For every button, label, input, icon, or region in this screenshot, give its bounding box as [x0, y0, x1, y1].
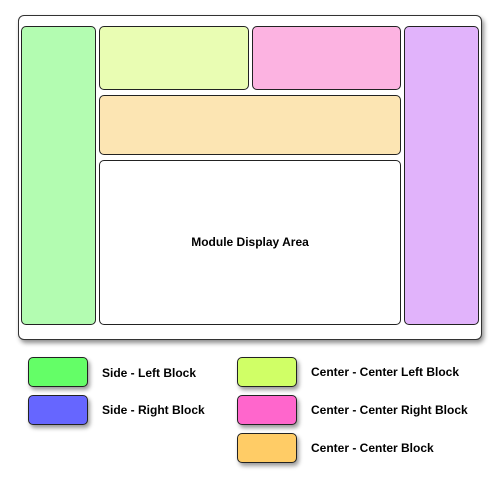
- center-right-block: [252, 26, 401, 90]
- legend-swatch-side-left: [28, 357, 88, 387]
- legend-swatch-center-left: [237, 357, 297, 387]
- side-left-block: [21, 26, 96, 325]
- side-right-block: [404, 26, 479, 325]
- center-block: [99, 95, 401, 155]
- module-display-area: Module Display Area: [99, 160, 401, 325]
- legend-swatch-side-right: [28, 395, 88, 425]
- page-layout-frame: Module Display Area: [18, 15, 482, 340]
- legend-label-side-left: Side - Left Block: [102, 366, 197, 380]
- legend-label-center-left: Center - Center Left Block: [311, 365, 460, 379]
- legend-label-center: Center - Center Block: [311, 441, 434, 455]
- center-left-block: [99, 26, 249, 90]
- legend-swatch-center: [237, 433, 297, 463]
- module-display-area-label: Module Display Area: [191, 235, 309, 249]
- legend-swatch-center-right: [237, 395, 297, 425]
- legend-label-center-right: Center - Center Right Block: [311, 403, 468, 417]
- legend-label-side-right: Side - Right Block: [102, 403, 205, 417]
